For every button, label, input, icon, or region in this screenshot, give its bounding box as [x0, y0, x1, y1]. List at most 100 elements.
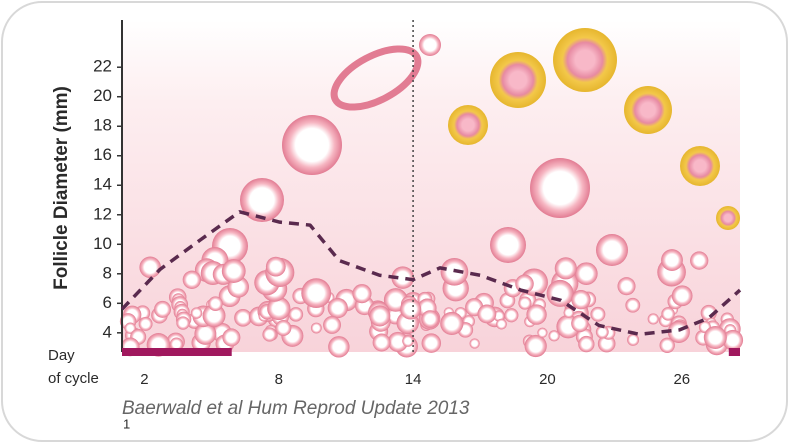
follicle [661, 249, 683, 271]
follicle [310, 322, 322, 334]
follicle [202, 304, 226, 328]
y-tick-label: 8 [103, 263, 112, 282]
follicle [595, 325, 609, 339]
follicle [369, 305, 391, 327]
x-tick-label: 20 [539, 371, 556, 388]
follicle [546, 279, 574, 307]
follicle [372, 333, 391, 352]
follicle [700, 304, 717, 321]
follicle [402, 335, 414, 347]
follicle [440, 311, 464, 336]
follicle [234, 308, 252, 327]
oocyte [419, 34, 441, 56]
follicle [182, 270, 202, 289]
follicle [563, 307, 574, 318]
follicle [578, 335, 595, 353]
follicle [327, 297, 348, 319]
follicle [328, 336, 350, 358]
follicle [176, 316, 190, 330]
y-axis-label: Follicle Diameter (mm) [51, 86, 72, 290]
x-tick-label: 14 [405, 371, 422, 388]
follicle [138, 316, 153, 331]
follicle [267, 296, 291, 321]
follicle [625, 297, 641, 313]
y-tick-label: 16 [93, 145, 112, 164]
follicle [518, 296, 532, 310]
follicle [477, 304, 497, 324]
follicle [275, 319, 292, 337]
follicle [352, 284, 372, 304]
follicle [323, 315, 342, 334]
follicle [288, 307, 304, 322]
corpus-luteum [716, 206, 740, 230]
follicle [596, 234, 628, 266]
menses-bar [728, 348, 740, 356]
y-tick-label: 20 [93, 86, 112, 105]
follicle [330, 45, 422, 111]
menses-bar [122, 348, 232, 356]
x-axis-label: of cycle [48, 370, 99, 387]
follicle [190, 307, 203, 319]
follicle [722, 329, 744, 351]
follicle-illustrations [119, 28, 744, 358]
follicle [301, 278, 332, 309]
follicle [590, 306, 606, 322]
follicle [154, 300, 171, 318]
follicle [661, 307, 675, 321]
corpus-luteum [448, 105, 488, 145]
corpus-luteum [553, 28, 617, 92]
follicle [537, 327, 548, 338]
follicle [524, 334, 547, 358]
footnote: 1 [123, 416, 130, 431]
y-tick-label: 6 [103, 293, 112, 312]
follicle [282, 115, 342, 175]
follicle [671, 285, 693, 307]
follicle [391, 266, 415, 289]
corpus-luteum [624, 86, 672, 134]
follicle [221, 259, 246, 283]
follicle [208, 296, 223, 311]
follicle [554, 257, 577, 280]
x-tick-label: 26 [673, 371, 690, 388]
follicle [169, 337, 184, 351]
y-tick-label: 10 [93, 234, 112, 253]
follicle [530, 158, 590, 218]
follicle [387, 331, 409, 352]
follicle [421, 333, 442, 353]
follicle [575, 262, 598, 285]
follicle [617, 277, 636, 296]
series-line [120, 210, 742, 337]
follicle [490, 227, 526, 263]
follicle [526, 304, 547, 325]
follicle [571, 314, 589, 333]
corpus-luteum [680, 146, 720, 186]
follicle [400, 298, 422, 320]
citation: Baerwald et al Hum Reprod Update 2013 [122, 398, 470, 419]
follicle [469, 338, 480, 349]
follicle [659, 337, 675, 353]
corpus-luteum [490, 52, 546, 108]
follicle [262, 327, 277, 342]
x-tick-label: 2 [140, 371, 148, 388]
follicle [222, 328, 241, 347]
follicle [548, 330, 560, 342]
y-tick-label: 4 [103, 322, 112, 341]
follicle [504, 308, 519, 323]
x-axis-label: Day [48, 347, 75, 364]
follicle [703, 326, 727, 350]
x-tick-label: 8 [275, 371, 283, 388]
follicle [647, 313, 659, 325]
y-tick-label: 14 [93, 175, 112, 194]
follicle [240, 178, 284, 222]
follicle [690, 251, 709, 270]
y-tick-label: 18 [93, 116, 112, 135]
y-tick-label: 22 [93, 57, 112, 76]
y-tick-label: 12 [93, 204, 112, 223]
follicle [139, 256, 161, 279]
follicle [265, 256, 286, 277]
follicle [421, 310, 439, 328]
follicle [571, 289, 591, 310]
follicle [496, 318, 507, 330]
follicle [194, 322, 217, 345]
